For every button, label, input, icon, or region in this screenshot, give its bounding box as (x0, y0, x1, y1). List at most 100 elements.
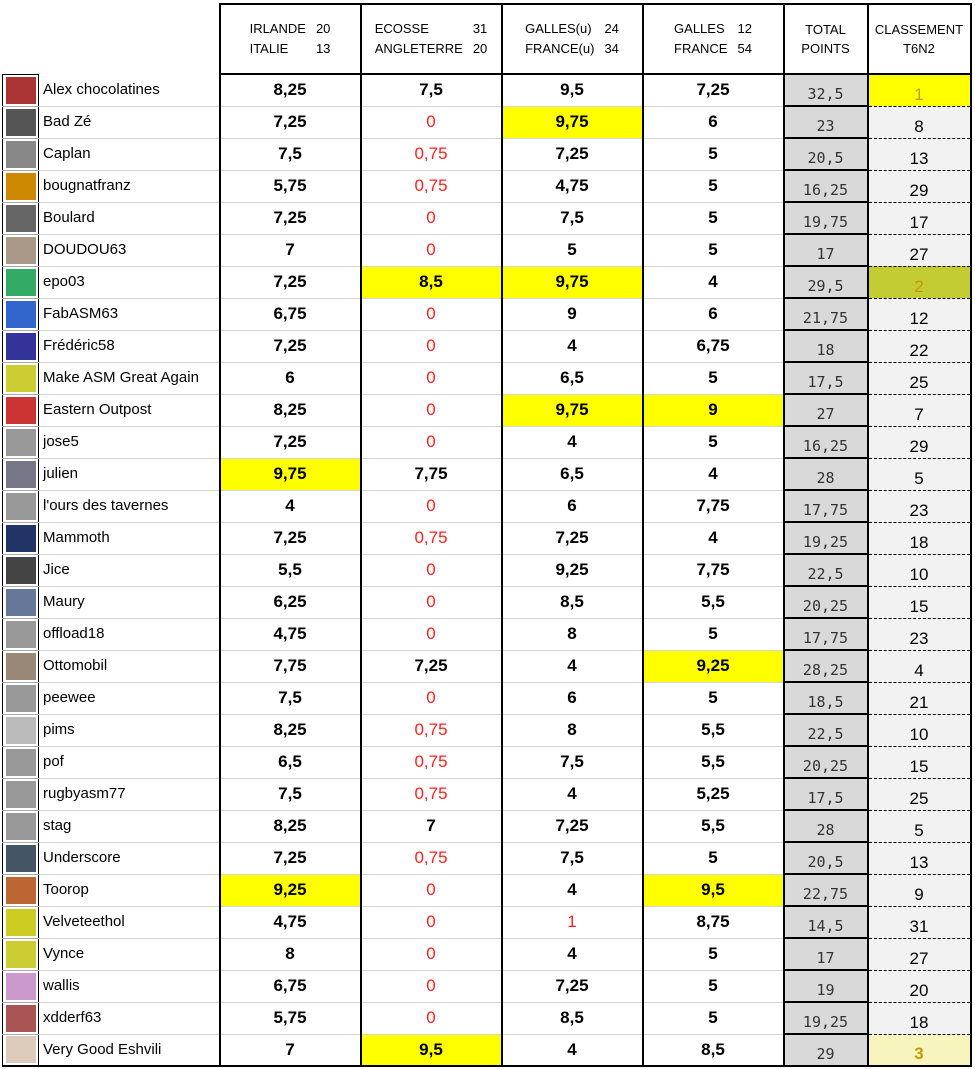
ranking-cell[interactable]: 13 (867, 842, 972, 875)
ranking-cell[interactable]: 1 (867, 74, 972, 107)
score-cell[interactable]: 7,25 (219, 202, 362, 235)
score-cell[interactable]: 8,75 (642, 906, 785, 939)
score-cell[interactable]: 4,75 (501, 170, 644, 203)
score-cell[interactable]: 6,75 (642, 330, 785, 363)
score-cell[interactable]: 8,25 (219, 810, 362, 843)
ranking-cell[interactable]: 7 (867, 394, 972, 427)
score-cell[interactable]: 4 (642, 266, 785, 299)
total-points-cell[interactable]: 17,5 (782, 778, 869, 811)
avatar-cell[interactable] (2, 265, 39, 299)
score-cell[interactable]: 5 (642, 362, 785, 395)
total-points-cell[interactable]: 23 (782, 106, 869, 139)
avatar-cell[interactable] (2, 297, 39, 331)
player-name[interactable]: Caplan (38, 138, 221, 171)
player-name[interactable]: Ottomobil (38, 650, 221, 683)
score-cell[interactable]: 4 (501, 330, 644, 363)
avatar-cell[interactable] (2, 457, 39, 491)
total-points-cell[interactable]: 17,75 (782, 618, 869, 651)
score-cell[interactable]: 8,25 (219, 714, 362, 747)
score-cell[interactable]: 6 (219, 362, 362, 395)
score-cell[interactable]: 0 (360, 874, 503, 907)
avatar-cell[interactable] (2, 841, 39, 875)
total-points-cell[interactable]: 29 (782, 1034, 869, 1067)
avatar-cell[interactable] (2, 425, 39, 459)
score-cell[interactable]: 7,75 (642, 554, 785, 587)
score-cell[interactable]: 9,5 (501, 74, 644, 107)
player-name[interactable]: pof (38, 746, 221, 779)
avatar-cell[interactable] (2, 201, 39, 235)
avatar-cell[interactable] (2, 809, 39, 843)
player-name[interactable]: offload18 (38, 618, 221, 651)
score-cell[interactable]: 4 (642, 522, 785, 555)
header-ranking[interactable]: CLASSEMENT T6N2 (866, 3, 972, 75)
score-cell[interactable]: 7,25 (219, 842, 362, 875)
score-cell[interactable]: 0,75 (360, 714, 503, 747)
avatar-cell[interactable] (2, 937, 39, 971)
avatar-cell[interactable] (2, 553, 39, 587)
score-cell[interactable]: 6,25 (219, 586, 362, 619)
score-cell[interactable]: 4 (642, 458, 785, 491)
ranking-cell[interactable]: 15 (867, 586, 972, 619)
total-points-cell[interactable]: 20,25 (782, 746, 869, 779)
ranking-cell[interactable]: 22 (867, 330, 972, 363)
total-points-cell[interactable]: 28 (782, 458, 869, 491)
score-cell[interactable]: 7,25 (642, 74, 785, 107)
score-cell[interactable]: 7,75 (360, 458, 503, 491)
total-points-cell[interactable]: 19,25 (782, 522, 869, 555)
avatar-cell[interactable] (2, 873, 39, 907)
score-cell[interactable]: 5 (642, 842, 785, 875)
score-cell[interactable]: 0 (360, 586, 503, 619)
score-cell[interactable]: 7,25 (219, 330, 362, 363)
ranking-cell[interactable]: 23 (867, 490, 972, 523)
player-name[interactable]: wallis (38, 970, 221, 1003)
avatar-cell[interactable] (2, 969, 39, 1003)
score-cell[interactable]: 8,5 (501, 1002, 644, 1035)
total-points-cell[interactable]: 32,5 (782, 74, 869, 107)
score-cell[interactable]: 5 (642, 682, 785, 715)
player-name[interactable]: Very Good Eshvili (38, 1034, 221, 1067)
score-cell[interactable]: 0 (360, 490, 503, 523)
score-cell[interactable]: 7,5 (360, 74, 503, 107)
total-points-cell[interactable]: 27 (782, 394, 869, 427)
avatar-cell[interactable] (2, 905, 39, 939)
total-points-cell[interactable]: 20,5 (782, 842, 869, 875)
score-cell[interactable]: 9,75 (219, 458, 362, 491)
score-cell[interactable]: 8,5 (360, 266, 503, 299)
score-cell[interactable]: 0,75 (360, 778, 503, 811)
score-cell[interactable]: 7,5 (219, 682, 362, 715)
ranking-cell[interactable]: 25 (867, 362, 972, 395)
total-points-cell[interactable]: 17,5 (782, 362, 869, 395)
player-name[interactable]: Toorop (38, 874, 221, 907)
score-cell[interactable]: 4,75 (219, 618, 362, 651)
total-points-cell[interactable]: 22,75 (782, 874, 869, 907)
score-cell[interactable]: 6 (642, 298, 785, 331)
total-points-cell[interactable]: 22,5 (782, 714, 869, 747)
score-cell[interactable]: 8 (219, 938, 362, 971)
avatar-cell[interactable] (2, 233, 39, 267)
player-name[interactable]: Frédéric58 (38, 330, 221, 363)
score-cell[interactable]: 9 (642, 394, 785, 427)
score-cell[interactable]: 7,5 (219, 138, 362, 171)
ranking-cell[interactable]: 18 (867, 522, 972, 555)
avatar-cell[interactable] (2, 393, 39, 427)
score-cell[interactable]: 9,5 (360, 1034, 503, 1067)
score-cell[interactable]: 0 (360, 234, 503, 267)
score-cell[interactable]: 7,75 (219, 650, 362, 683)
score-cell[interactable]: 5,75 (219, 1002, 362, 1035)
score-cell[interactable]: 7,25 (360, 650, 503, 683)
total-points-cell[interactable]: 21,75 (782, 298, 869, 331)
score-cell[interactable]: 4 (501, 874, 644, 907)
ranking-cell[interactable]: 21 (867, 682, 972, 715)
total-points-cell[interactable]: 17 (782, 938, 869, 971)
ranking-cell[interactable]: 29 (867, 170, 972, 203)
score-cell[interactable]: 0 (360, 618, 503, 651)
score-cell[interactable]: 6,5 (501, 362, 644, 395)
avatar-cell[interactable] (2, 329, 39, 363)
header-match-1[interactable]: IRLANDE 20 ITALIE 13 (218, 3, 362, 75)
score-cell[interactable]: 5,5 (219, 554, 362, 587)
player-name[interactable]: Vynce (38, 938, 221, 971)
score-cell[interactable]: 9,25 (642, 650, 785, 683)
ranking-cell[interactable]: 15 (867, 746, 972, 779)
avatar-cell[interactable] (2, 681, 39, 715)
score-cell[interactable]: 7,5 (219, 778, 362, 811)
